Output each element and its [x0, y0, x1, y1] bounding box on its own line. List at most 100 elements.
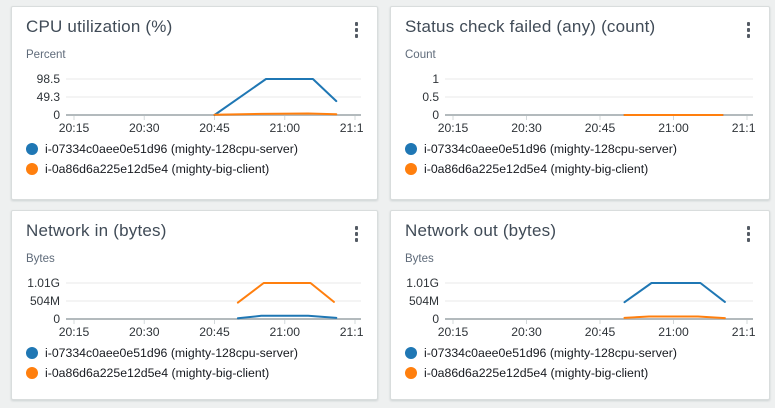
- legend-item-client[interactable]: i-0a86d6a225e12d5e4 (mighty-big-client): [405, 159, 755, 179]
- x-axis-tick-label: 21:15: [732, 325, 755, 339]
- kebab-menu-icon[interactable]: [350, 223, 364, 245]
- widget-title: Status check failed (any) (count): [405, 17, 656, 36]
- kebab-dot: [746, 28, 750, 32]
- legend-label: i-07334c0aee0e51d96 (mighty-128cpu-serve…: [424, 345, 677, 360]
- widget-header: Network out (bytes): [405, 221, 755, 245]
- status-check-failed-chart: 1 0.5 020:15 20:30 20:45 21:00 21:15: [422, 72, 755, 135]
- series-line-1: [623, 315, 726, 319]
- y-axis-tick-label: 0: [432, 108, 439, 122]
- widget-title: CPU utilization (%): [26, 17, 173, 36]
- x-axis-tick-label: 20:15: [59, 325, 90, 339]
- legend-swatch-icon: [26, 142, 38, 155]
- kebab-dot: [354, 28, 358, 32]
- network-in-chart: 1.01G 504M 020:15 20:30 20:45 21:00 21:15: [27, 276, 363, 339]
- x-axis-tick-label: 20:30: [511, 121, 542, 135]
- kebab-dot: [354, 34, 358, 38]
- kebab-dot: [746, 232, 750, 236]
- x-axis-tick-label: 21:00: [658, 121, 689, 135]
- widget-title: Network in (bytes): [26, 221, 167, 240]
- series-line-0: [213, 77, 338, 116]
- legend-item-client[interactable]: i-0a86d6a225e12d5e4 (mighty-big-client): [26, 363, 363, 383]
- kebab-menu-icon[interactable]: [742, 223, 756, 245]
- widget-header: Network in (bytes): [26, 221, 363, 245]
- x-axis-tick-label: 21:15: [340, 121, 363, 135]
- x-axis-tick-label: 20:45: [199, 121, 230, 135]
- y-axis-tick-label: 504M: [30, 294, 60, 308]
- x-axis-tick-label: 20:15: [438, 325, 469, 339]
- x-axis-tick-label: 20:15: [59, 121, 90, 135]
- x-axis-tick-label: 20:30: [511, 325, 542, 339]
- y-axis-unit-label: Count: [405, 48, 436, 61]
- widget-cpu-utilization: CPU utilization (%) Percent 98.5 49.3 0 20:…: [11, 6, 378, 200]
- legend-item-server[interactable]: i-07334c0aee0e51d96 (mighty-128cpu-serve…: [26, 139, 363, 159]
- legend-swatch-icon: [26, 162, 38, 175]
- legend-swatch-icon: [405, 346, 417, 359]
- chart-legend: i-07334c0aee0e51d96 (mighty-128cpu-serve…: [26, 343, 363, 383]
- chart-legend: i-07334c0aee0e51d96 (mighty-128cpu-serve…: [26, 139, 363, 179]
- legend-item-client[interactable]: i-0a86d6a225e12d5e4 (mighty-big-client): [405, 363, 755, 383]
- y-axis-tick-label: 1.01G: [406, 276, 439, 290]
- chart-legend: i-07334c0aee0e51d96 (mighty-128cpu-serve…: [405, 343, 755, 383]
- widget-status-check-failed: Status check failed (any) (count) Count …: [390, 6, 770, 200]
- series-line-0: [623, 281, 726, 303]
- y-axis-tick-label: 98.5: [37, 72, 61, 86]
- legend-label: i-0a86d6a225e12d5e4 (mighty-big-client): [424, 365, 649, 380]
- legend-swatch-icon: [405, 162, 417, 175]
- network-out-chart: 1.01G 504M 020:15 20:30 20:45 21:00 21:15: [406, 276, 755, 339]
- legend-label: i-0a86d6a225e12d5e4 (mighty-big-client): [45, 161, 270, 176]
- y-axis-unit-label: Bytes: [26, 252, 55, 265]
- series-line-0: [236, 314, 338, 319]
- legend-swatch-icon: [26, 346, 38, 359]
- x-axis-tick-label: 20:30: [129, 121, 160, 135]
- legend-label: i-07334c0aee0e51d96 (mighty-128cpu-serve…: [424, 141, 677, 156]
- legend-item-client[interactable]: i-0a86d6a225e12d5e4 (mighty-big-client): [26, 159, 363, 179]
- y-axis-tick-label: 1.01G: [27, 276, 60, 290]
- y-axis-tick-label: 49.3: [37, 90, 61, 104]
- y-axis-tick-label: 0.5: [422, 90, 439, 104]
- y-axis-tick-label: 0: [432, 312, 439, 326]
- widget-network-out: Network out (bytes) Bytes 1.01G 504M 0 20:1…: [390, 210, 770, 400]
- widget-network-in: Network in (bytes) Bytes 1.01G 504M 0 20:15…: [11, 210, 378, 400]
- legend-item-server[interactable]: i-07334c0aee0e51d96 (mighty-128cpu-serve…: [26, 343, 363, 363]
- cpu-utilization-chart: 98.5 49.3 020:15 20:30 20:45 21:00 21:15: [37, 72, 363, 135]
- kebab-dot: [354, 22, 358, 26]
- legend-swatch-icon: [405, 366, 417, 379]
- kebab-dot: [746, 238, 750, 242]
- legend-item-server[interactable]: i-07334c0aee0e51d96 (mighty-128cpu-serve…: [405, 343, 755, 363]
- kebab-dot: [746, 226, 750, 230]
- series-line-1: [236, 281, 335, 304]
- kebab-dot: [746, 34, 750, 38]
- y-axis-tick-label: 504M: [409, 294, 439, 308]
- legend-item-server[interactable]: i-07334c0aee0e51d96 (mighty-128cpu-serve…: [405, 139, 755, 159]
- legend-label: i-07334c0aee0e51d96 (mighty-128cpu-serve…: [45, 345, 298, 360]
- series-line-1: [213, 112, 338, 116]
- widget-title: Network out (bytes): [405, 221, 557, 240]
- x-axis-tick-label: 20:15: [438, 121, 469, 135]
- legend-label: i-0a86d6a225e12d5e4 (mighty-big-client): [424, 161, 649, 176]
- x-axis-tick-label: 21:00: [270, 121, 301, 135]
- x-axis-tick-label: 21:00: [270, 325, 301, 339]
- y-axis-tick-label: 1: [432, 72, 439, 86]
- kebab-dot: [354, 232, 358, 236]
- x-axis-tick-label: 20:45: [199, 325, 230, 339]
- kebab-menu-icon[interactable]: [742, 19, 756, 41]
- widget-header: Status check failed (any) (count): [405, 17, 755, 41]
- widget-header: CPU utilization (%): [26, 17, 363, 41]
- legend-swatch-icon: [26, 366, 38, 379]
- chart-legend: i-07334c0aee0e51d96 (mighty-128cpu-serve…: [405, 139, 755, 179]
- legend-swatch-icon: [405, 142, 417, 155]
- x-axis-tick-label: 20:30: [129, 325, 160, 339]
- y-axis-tick-label: 0: [53, 108, 60, 122]
- kebab-dot: [354, 226, 358, 230]
- x-axis-tick-label: 21:15: [340, 325, 363, 339]
- kebab-dot: [354, 238, 358, 242]
- y-axis-tick-label: 0: [53, 312, 60, 326]
- kebab-dot: [746, 22, 750, 26]
- kebab-menu-icon[interactable]: [350, 19, 364, 41]
- x-axis-tick-label: 21:15: [732, 121, 755, 135]
- y-axis-unit-label: Bytes: [405, 252, 434, 265]
- x-axis-tick-label: 20:45: [585, 325, 616, 339]
- x-axis-tick-label: 20:45: [585, 121, 616, 135]
- x-axis-tick-label: 21:00: [658, 325, 689, 339]
- legend-label: i-0a86d6a225e12d5e4 (mighty-big-client): [45, 365, 270, 380]
